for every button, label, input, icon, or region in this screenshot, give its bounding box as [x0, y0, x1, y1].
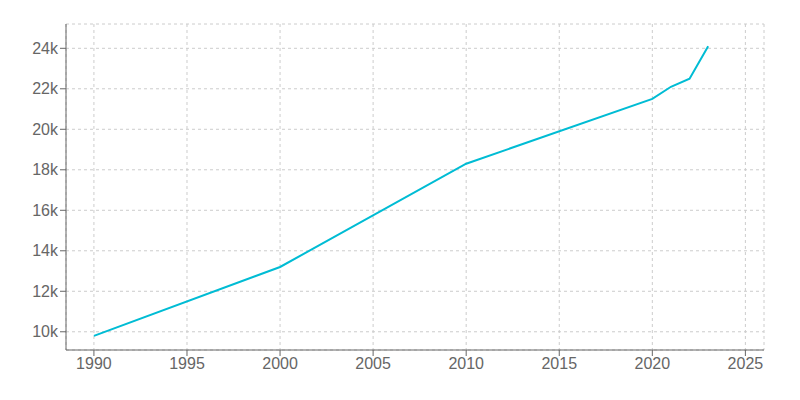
svg-text:1995: 1995: [169, 355, 205, 372]
svg-text:2015: 2015: [541, 355, 577, 372]
svg-text:2020: 2020: [635, 355, 671, 372]
svg-text:12k: 12k: [32, 283, 59, 300]
svg-text:24k: 24k: [32, 40, 59, 57]
svg-text:1990: 1990: [76, 355, 112, 372]
svg-text:2005: 2005: [355, 355, 391, 372]
svg-text:16k: 16k: [32, 202, 59, 219]
svg-text:18k: 18k: [32, 161, 59, 178]
svg-text:2000: 2000: [262, 355, 298, 372]
svg-text:2010: 2010: [448, 355, 484, 372]
svg-text:14k: 14k: [32, 242, 59, 259]
svg-text:22k: 22k: [32, 80, 59, 97]
svg-text:10k: 10k: [32, 323, 59, 340]
svg-text:20k: 20k: [32, 121, 59, 138]
svg-text:2025: 2025: [728, 355, 764, 372]
